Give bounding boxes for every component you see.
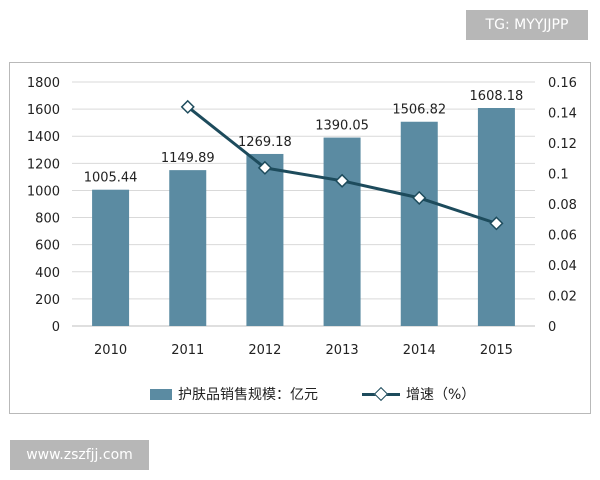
y-right-tick-label: 0.08 — [548, 198, 577, 213]
bar-series — [92, 108, 515, 327]
y-right-tick-label: 0 — [548, 320, 556, 335]
bar-data-label: 1608.18 — [470, 89, 524, 104]
x-tick-label: 2010 — [94, 343, 127, 358]
legend: 护肤品销售规模：亿元 增速（%） — [150, 384, 475, 404]
bar — [246, 153, 284, 326]
bar — [169, 170, 207, 326]
y-left-tick-label: 1000 — [27, 184, 60, 199]
growth-marker — [489, 216, 504, 231]
y-left-tick-label: 800 — [35, 212, 60, 227]
bar-data-label: 1005.44 — [84, 171, 138, 186]
y-right-tick-label: 0.16 — [548, 76, 577, 91]
y-left-tick-label: 200 — [35, 293, 60, 308]
growth-marker — [180, 99, 195, 114]
y-right-tick-label: 0.06 — [548, 229, 577, 244]
y-right-tick-label: 0.1 — [548, 168, 569, 183]
y-left-tick-label: 1800 — [27, 76, 60, 91]
y-left-tick-label: 400 — [35, 266, 60, 281]
bar — [92, 189, 130, 326]
y-left-tick-label: 600 — [35, 239, 60, 254]
growth-marker — [257, 160, 272, 175]
bar-data-label: 1506.82 — [392, 103, 446, 118]
legend-line-swatch — [362, 386, 400, 402]
bar-data-label: 1390.05 — [315, 119, 369, 134]
y-left-tick-label: 1600 — [27, 103, 60, 118]
bar-data-label: 1269.18 — [238, 135, 292, 150]
y-left-tick-label: 0 — [52, 320, 60, 335]
bar — [400, 121, 438, 326]
x-tick-label: 2015 — [480, 343, 513, 358]
x-tick-label: 2014 — [403, 343, 436, 358]
legend-bar-swatch — [150, 388, 172, 400]
legend-line-label: 增速（%） — [406, 387, 476, 403]
bar-data-label: 1149.89 — [161, 151, 215, 166]
y-right-tick-label: 0.02 — [548, 290, 577, 305]
x-tick-label: 2011 — [171, 343, 204, 358]
grid — [72, 81, 535, 327]
growth-marker — [335, 173, 350, 188]
x-tick-label: 2013 — [326, 343, 359, 358]
legend-bar-label: 护肤品销售规模：亿元 — [178, 387, 318, 403]
y-right-tick-label: 0.14 — [548, 107, 577, 122]
y-right-tick-label: 0.04 — [548, 259, 577, 274]
watermark-bottom: www.zszfjj.com — [10, 440, 149, 470]
labels: 0 200 400 600 800 1000 1200 1400 1600 1800 0 0.02 0.… — [27, 76, 577, 358]
bar — [323, 137, 361, 326]
x-tick-label: 2012 — [248, 343, 281, 358]
growth-marker — [412, 190, 427, 205]
y-left-tick-label: 1200 — [27, 157, 60, 172]
y-left-tick-label: 1400 — [27, 130, 60, 145]
watermark-top: TG: MYYJJPP — [466, 10, 588, 40]
y-right-tick-label: 0.12 — [548, 137, 577, 152]
line-series — [180, 99, 504, 231]
